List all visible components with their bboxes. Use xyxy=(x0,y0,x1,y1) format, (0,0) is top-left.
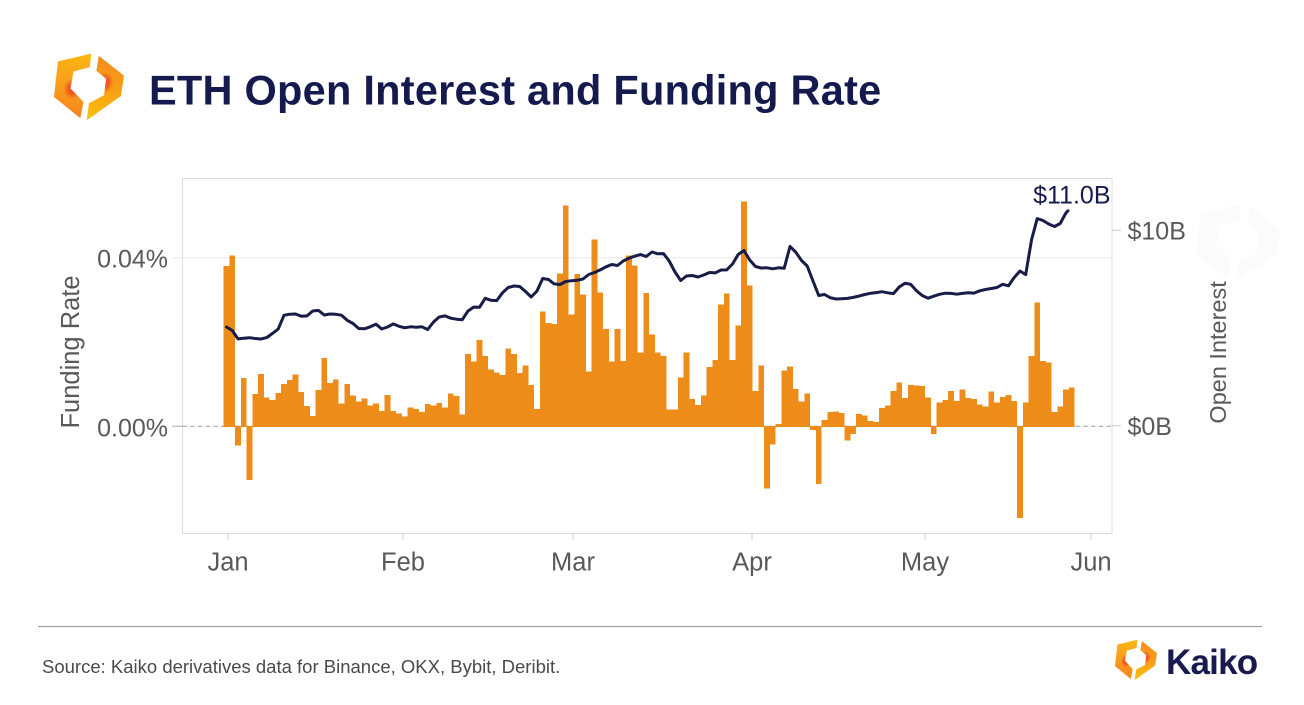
svg-text:Mar: Mar xyxy=(551,548,595,576)
svg-text:Source: Kaiko derivatives data: Source: Kaiko derivatives data for Binan… xyxy=(42,656,560,677)
svg-text:Feb: Feb xyxy=(381,548,425,576)
svg-text:Apr: Apr xyxy=(732,548,772,576)
svg-text:ETH Open Interest and Funding: ETH Open Interest and Funding Rate xyxy=(149,67,881,114)
svg-text:Kaiko: Kaiko xyxy=(1166,643,1258,682)
svg-text:May: May xyxy=(901,548,949,576)
svg-text:Jun: Jun xyxy=(1070,548,1111,576)
svg-text:Jan: Jan xyxy=(207,548,248,576)
svg-text:Funding Rate: Funding Rate xyxy=(57,275,85,428)
svg-text:0.00%: 0.00% xyxy=(97,414,168,442)
svg-text:Open Interest: Open Interest xyxy=(1205,281,1231,424)
svg-text:$11.0B: $11.0B xyxy=(1033,182,1110,210)
svg-text:$10B: $10B xyxy=(1128,218,1186,246)
svg-text:0.04%: 0.04% xyxy=(97,245,168,273)
svg-text:$0B: $0B xyxy=(1128,413,1172,441)
